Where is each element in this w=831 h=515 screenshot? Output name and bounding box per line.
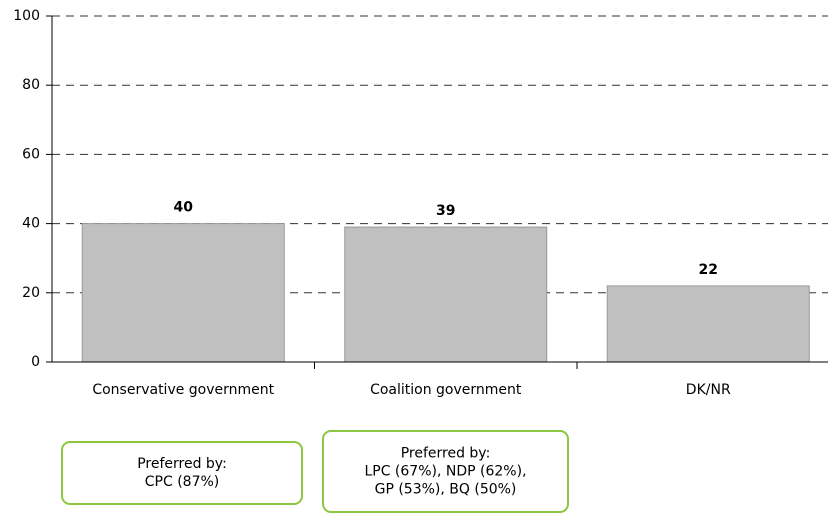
annotation-text: CPC (87%): [145, 474, 219, 490]
annotation-text: GP (53%), BQ (50%): [375, 482, 517, 498]
annotation-text: Preferred by:: [137, 456, 227, 472]
value-label: 39: [436, 203, 455, 219]
x-tick-label: Conservative government: [92, 382, 274, 398]
annotation-text: LPC (67%), NDP (62%),: [364, 464, 526, 480]
bar: [606, 285, 810, 363]
y-tick-label: 20: [22, 285, 40, 301]
annotation-box: [61, 441, 303, 505]
x-tick-label: DK/NR: [686, 382, 731, 398]
bar: [81, 223, 285, 363]
y-tick-label: 80: [22, 77, 40, 93]
y-tick-label: 100: [13, 8, 40, 24]
x-tick-label: Coalition government: [370, 382, 522, 398]
annotation-box: [322, 430, 569, 513]
y-tick-label: 0: [31, 354, 40, 370]
value-label: 40: [174, 200, 194, 216]
y-tick-label: 60: [22, 146, 40, 162]
annotation-text: Preferred by:: [401, 446, 491, 462]
y-tick-label: 40: [22, 216, 40, 232]
value-label: 22: [699, 262, 718, 278]
bar: [344, 226, 548, 363]
